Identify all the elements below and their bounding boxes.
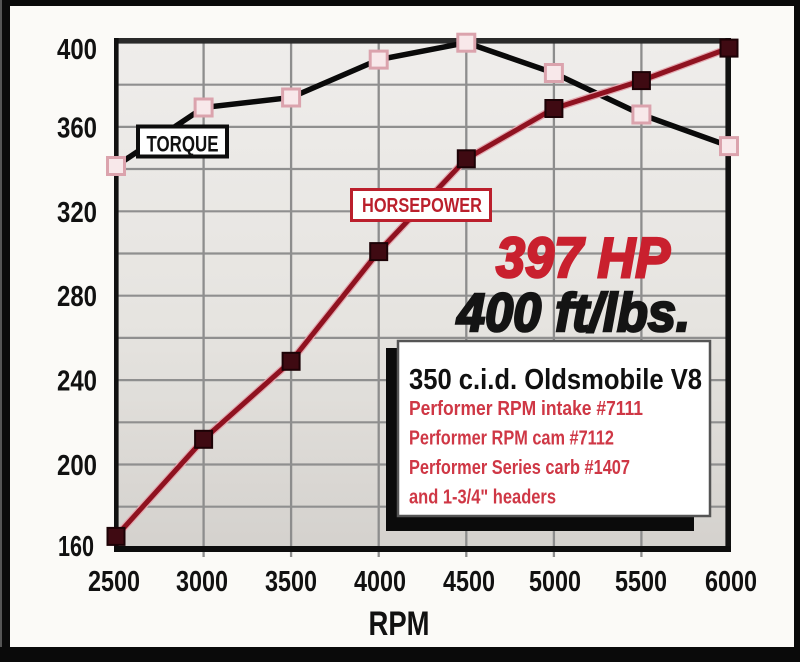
svg-text:HORSEPOWER: HORSEPOWER (362, 195, 482, 217)
svg-text:320: 320 (57, 197, 97, 229)
svg-text:280: 280 (57, 281, 97, 313)
svg-text:RPM: RPM (369, 605, 430, 643)
svg-text:400 ft/lbs.: 400 ft/lbs. (456, 283, 690, 343)
svg-text:360: 360 (57, 112, 97, 144)
svg-text:160: 160 (58, 531, 94, 563)
svg-text:400: 400 (57, 34, 97, 66)
svg-text:200: 200 (57, 450, 97, 482)
svg-text:3500: 3500 (265, 566, 317, 598)
svg-text:4000: 4000 (354, 566, 406, 598)
svg-text:4500: 4500 (443, 566, 495, 598)
svg-text:TORQUE: TORQUE (147, 132, 219, 157)
svg-text:and 1-3/4" headers: and 1-3/4" headers (409, 486, 556, 509)
svg-text:6000: 6000 (705, 566, 757, 598)
svg-text:240: 240 (57, 366, 97, 398)
svg-text:2500: 2500 (88, 566, 140, 598)
svg-text:5000: 5000 (529, 566, 581, 598)
svg-text:Performer RPM cam #7112: Performer RPM cam #7112 (409, 427, 614, 450)
svg-text:5500: 5500 (615, 566, 667, 598)
svg-text:Performer Series carb #1407: Performer Series carb #1407 (409, 456, 630, 479)
svg-text:350 c.i.d. Oldsmobile V8: 350 c.i.d. Oldsmobile V8 (409, 364, 702, 396)
svg-text:Performer RPM intake #7111: Performer RPM intake #7111 (409, 397, 643, 420)
svg-text:3000: 3000 (176, 566, 228, 598)
svg-text:397 HP: 397 HP (496, 226, 671, 290)
